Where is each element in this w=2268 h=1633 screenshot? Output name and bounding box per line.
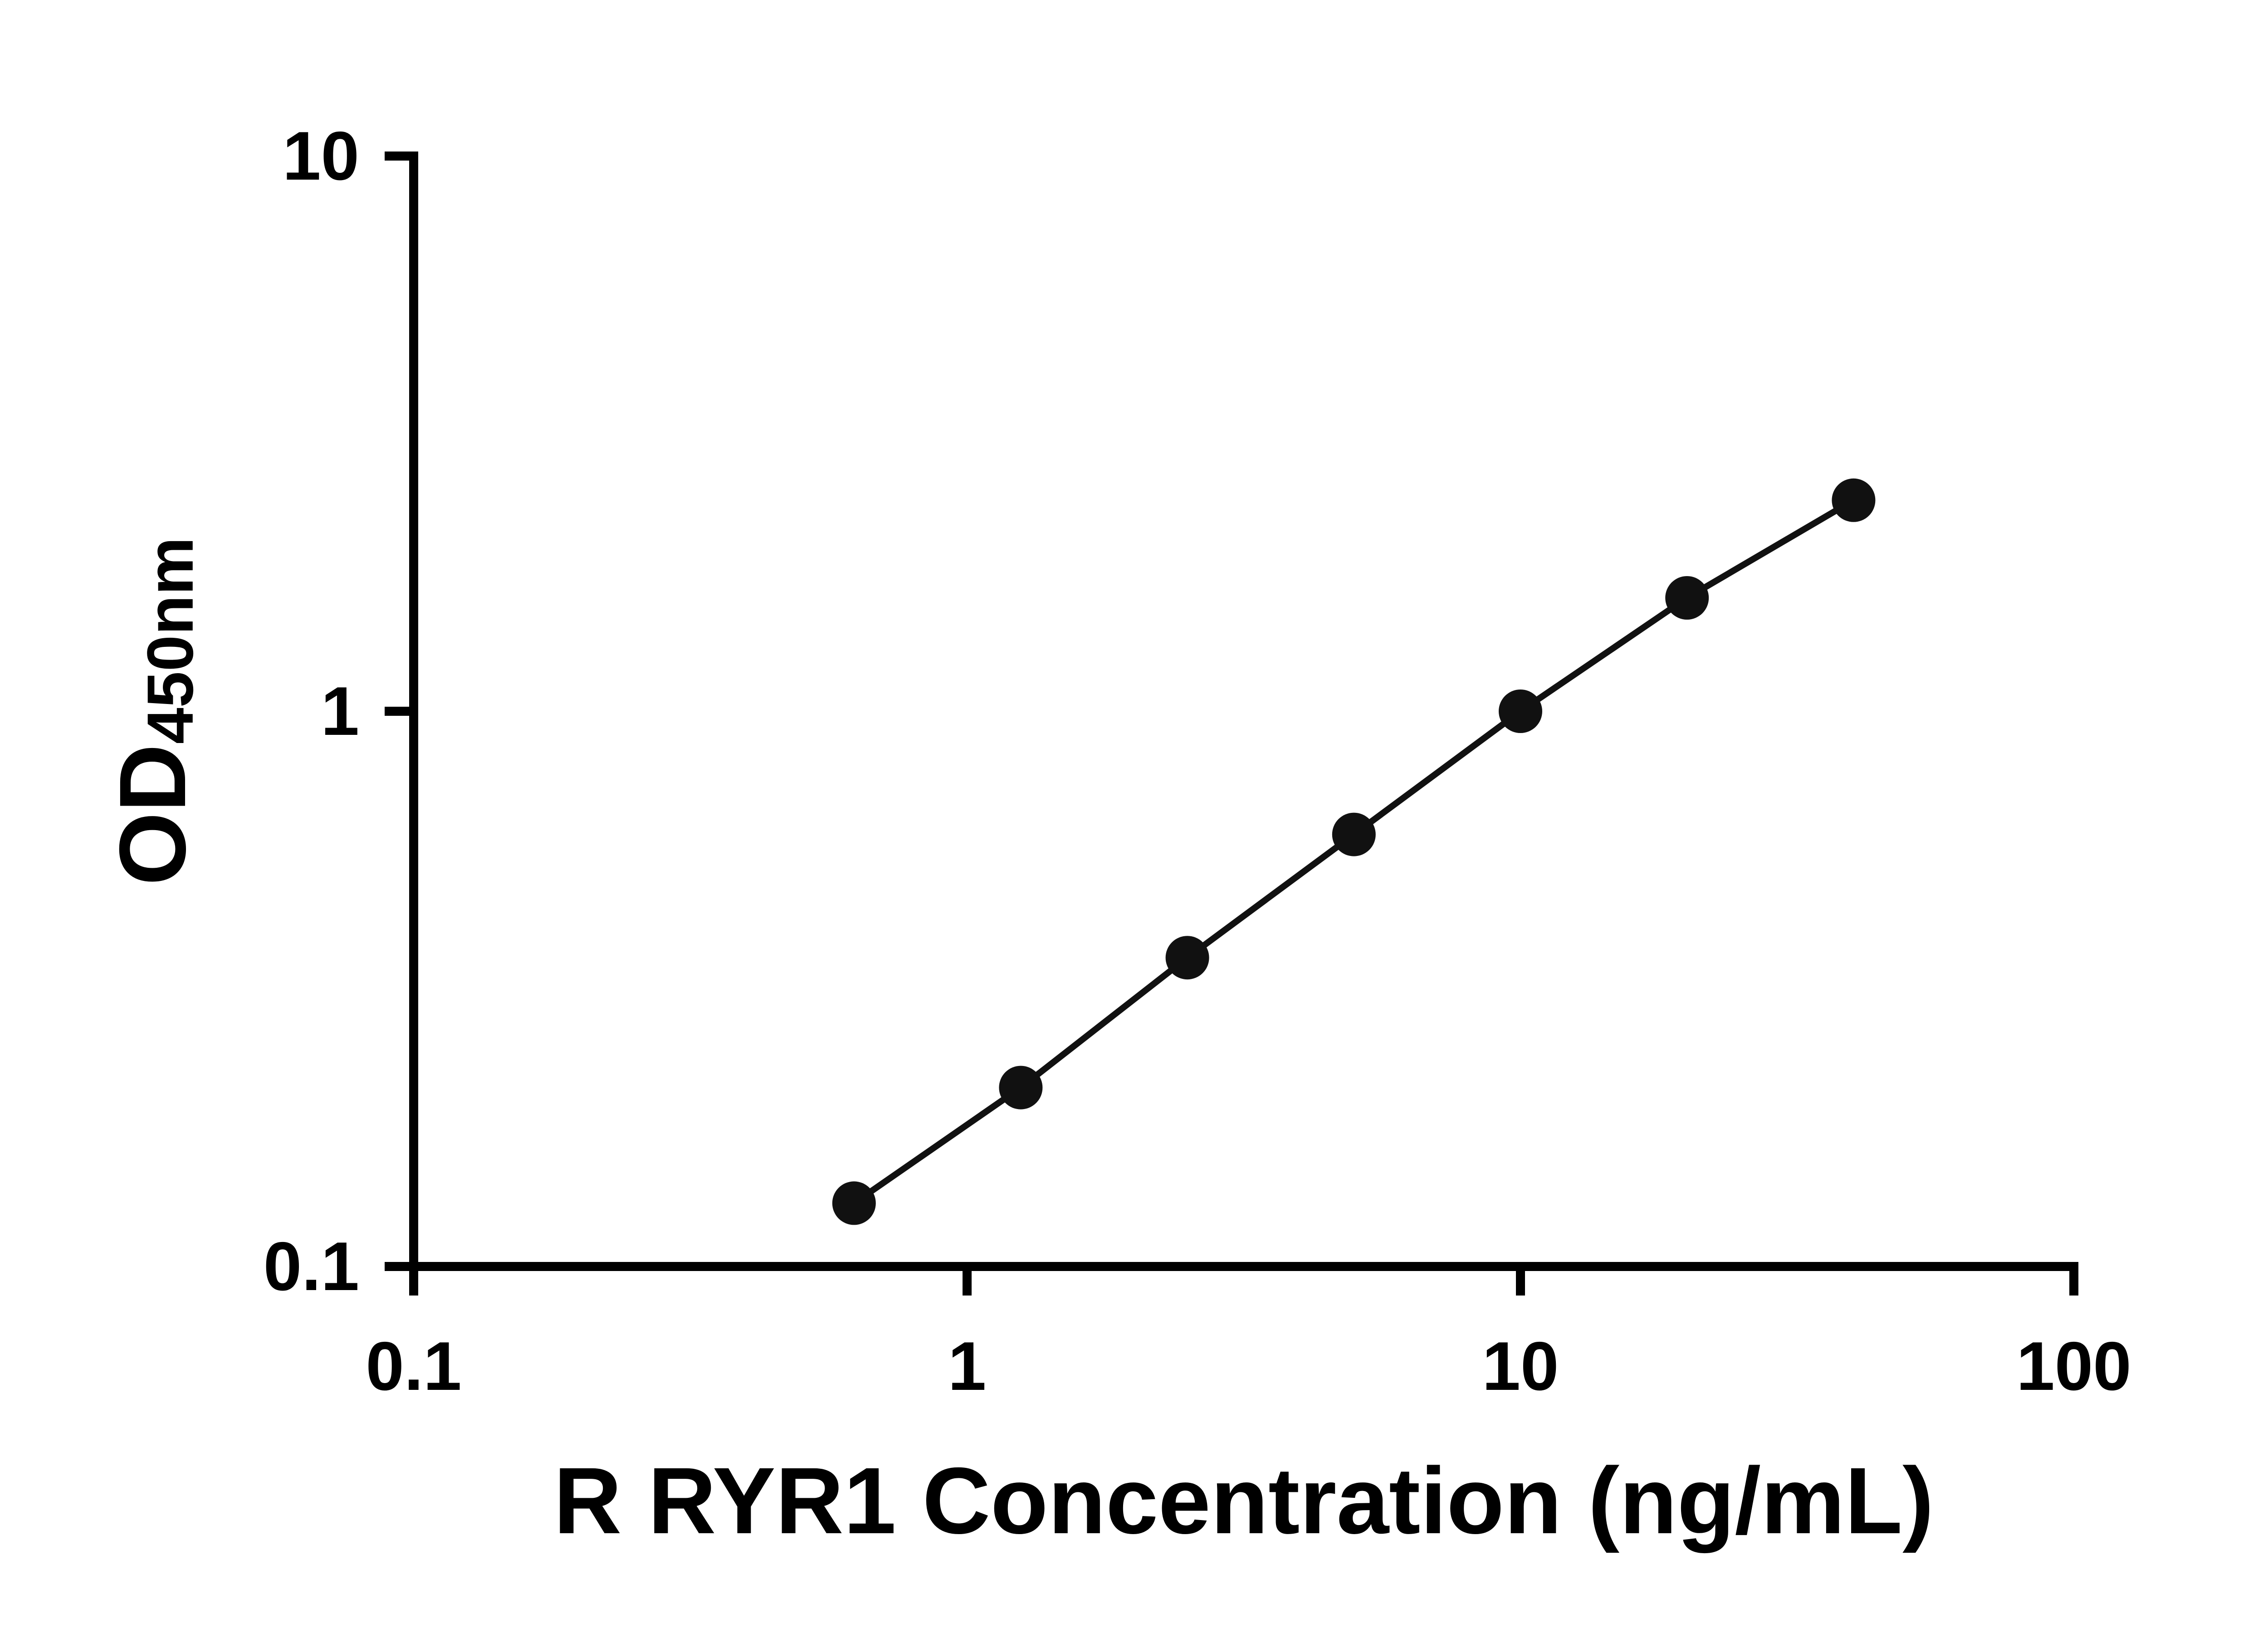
y-tick-label: 1: [321, 673, 359, 750]
data-point-marker: [1165, 936, 1209, 980]
data-point-marker: [999, 1066, 1043, 1110]
data-point-marker: [1499, 689, 1542, 733]
data-point-marker: [1665, 576, 1709, 620]
y-tick-label: 10: [283, 117, 359, 195]
axis-spine: [409, 152, 2078, 1271]
y-axis-title-subscript: 450nm: [132, 537, 207, 744]
y-axis-title-main: OD: [102, 744, 207, 886]
x-tick-label: 1: [948, 1328, 987, 1405]
x-axis-title: R RYR1 Concentration (ng/mL): [553, 1450, 1934, 1555]
x-tick-label: 10: [1482, 1328, 1559, 1405]
x-tick-label: 100: [2016, 1328, 2131, 1405]
x-tick-label: 0.1: [366, 1328, 461, 1405]
data-point-marker: [1832, 478, 1876, 522]
data-point-marker: [1332, 812, 1376, 856]
data-point-marker: [832, 1181, 876, 1225]
y-tick-label: 0.1: [264, 1228, 359, 1305]
y-axis-title: OD450nm: [82, 258, 227, 1165]
